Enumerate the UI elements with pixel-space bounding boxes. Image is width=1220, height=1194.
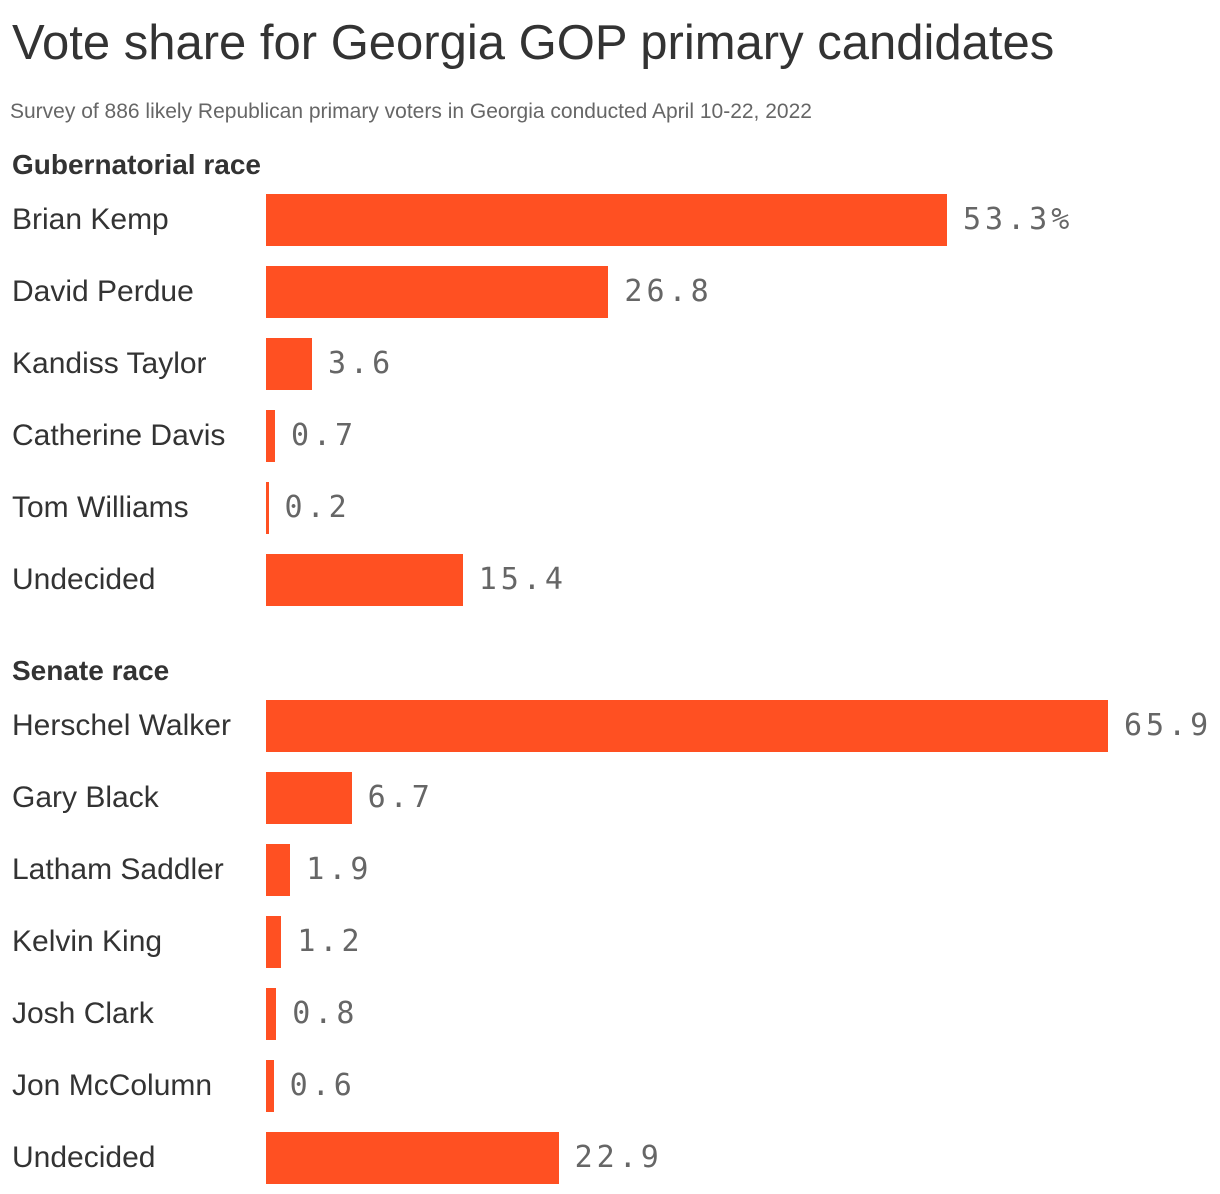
value-label: 0.2 bbox=[284, 490, 351, 525]
bar bbox=[266, 772, 352, 824]
category-label: Latham Saddler bbox=[12, 853, 224, 886]
bar bbox=[266, 1132, 559, 1184]
value-label: 53.3% bbox=[963, 202, 1074, 237]
category-label: Undecided bbox=[12, 1141, 156, 1174]
value-label: 26.8 bbox=[624, 274, 713, 309]
value-label: 22.9 bbox=[574, 1140, 663, 1175]
category-label: Undecided bbox=[12, 563, 156, 596]
bar bbox=[266, 844, 291, 896]
value-label: 0.7 bbox=[290, 418, 358, 453]
value-label: 1.9 bbox=[306, 852, 373, 887]
category-label: Gary Black bbox=[12, 781, 159, 814]
value-label: 1.2 bbox=[297, 924, 364, 959]
category-label: Herschel Walker bbox=[12, 709, 231, 742]
bar bbox=[266, 194, 947, 246]
value-label: 15.4 bbox=[478, 562, 567, 597]
category-label: Tom Williams bbox=[12, 491, 189, 524]
value-label: 3.6 bbox=[327, 346, 395, 381]
category-label: Catherine Davis bbox=[12, 419, 226, 452]
value-label: 0.6 bbox=[289, 1068, 356, 1103]
category-label: Kandiss Taylor bbox=[12, 347, 207, 380]
bar bbox=[266, 700, 1108, 752]
bar bbox=[266, 916, 282, 968]
bar bbox=[266, 338, 312, 390]
category-label: Jon McColumn bbox=[12, 1069, 213, 1102]
bar bbox=[266, 988, 277, 1040]
chart-title: Vote share for Georgia GOP primary candi… bbox=[12, 16, 1055, 70]
category-label: David Perdue bbox=[12, 275, 194, 308]
bar bbox=[266, 266, 609, 318]
chart-subtitle: Survey of 886 likely Republican primary … bbox=[10, 100, 812, 123]
value-label: 0.8 bbox=[292, 996, 359, 1031]
senate-race-panel-title: Senate race bbox=[12, 655, 170, 686]
value-label: 6.7 bbox=[367, 780, 434, 815]
value-label: 65.9 bbox=[1124, 708, 1213, 743]
bar bbox=[266, 1060, 274, 1112]
bar bbox=[266, 554, 463, 606]
category-label: Josh Clark bbox=[12, 997, 154, 1030]
bar bbox=[266, 410, 275, 462]
gubernatorial-race-panel-title: Gubernatorial race bbox=[12, 149, 261, 180]
category-label: Brian Kemp bbox=[12, 203, 169, 236]
bar bbox=[266, 482, 269, 534]
category-label: Kelvin King bbox=[12, 925, 163, 958]
